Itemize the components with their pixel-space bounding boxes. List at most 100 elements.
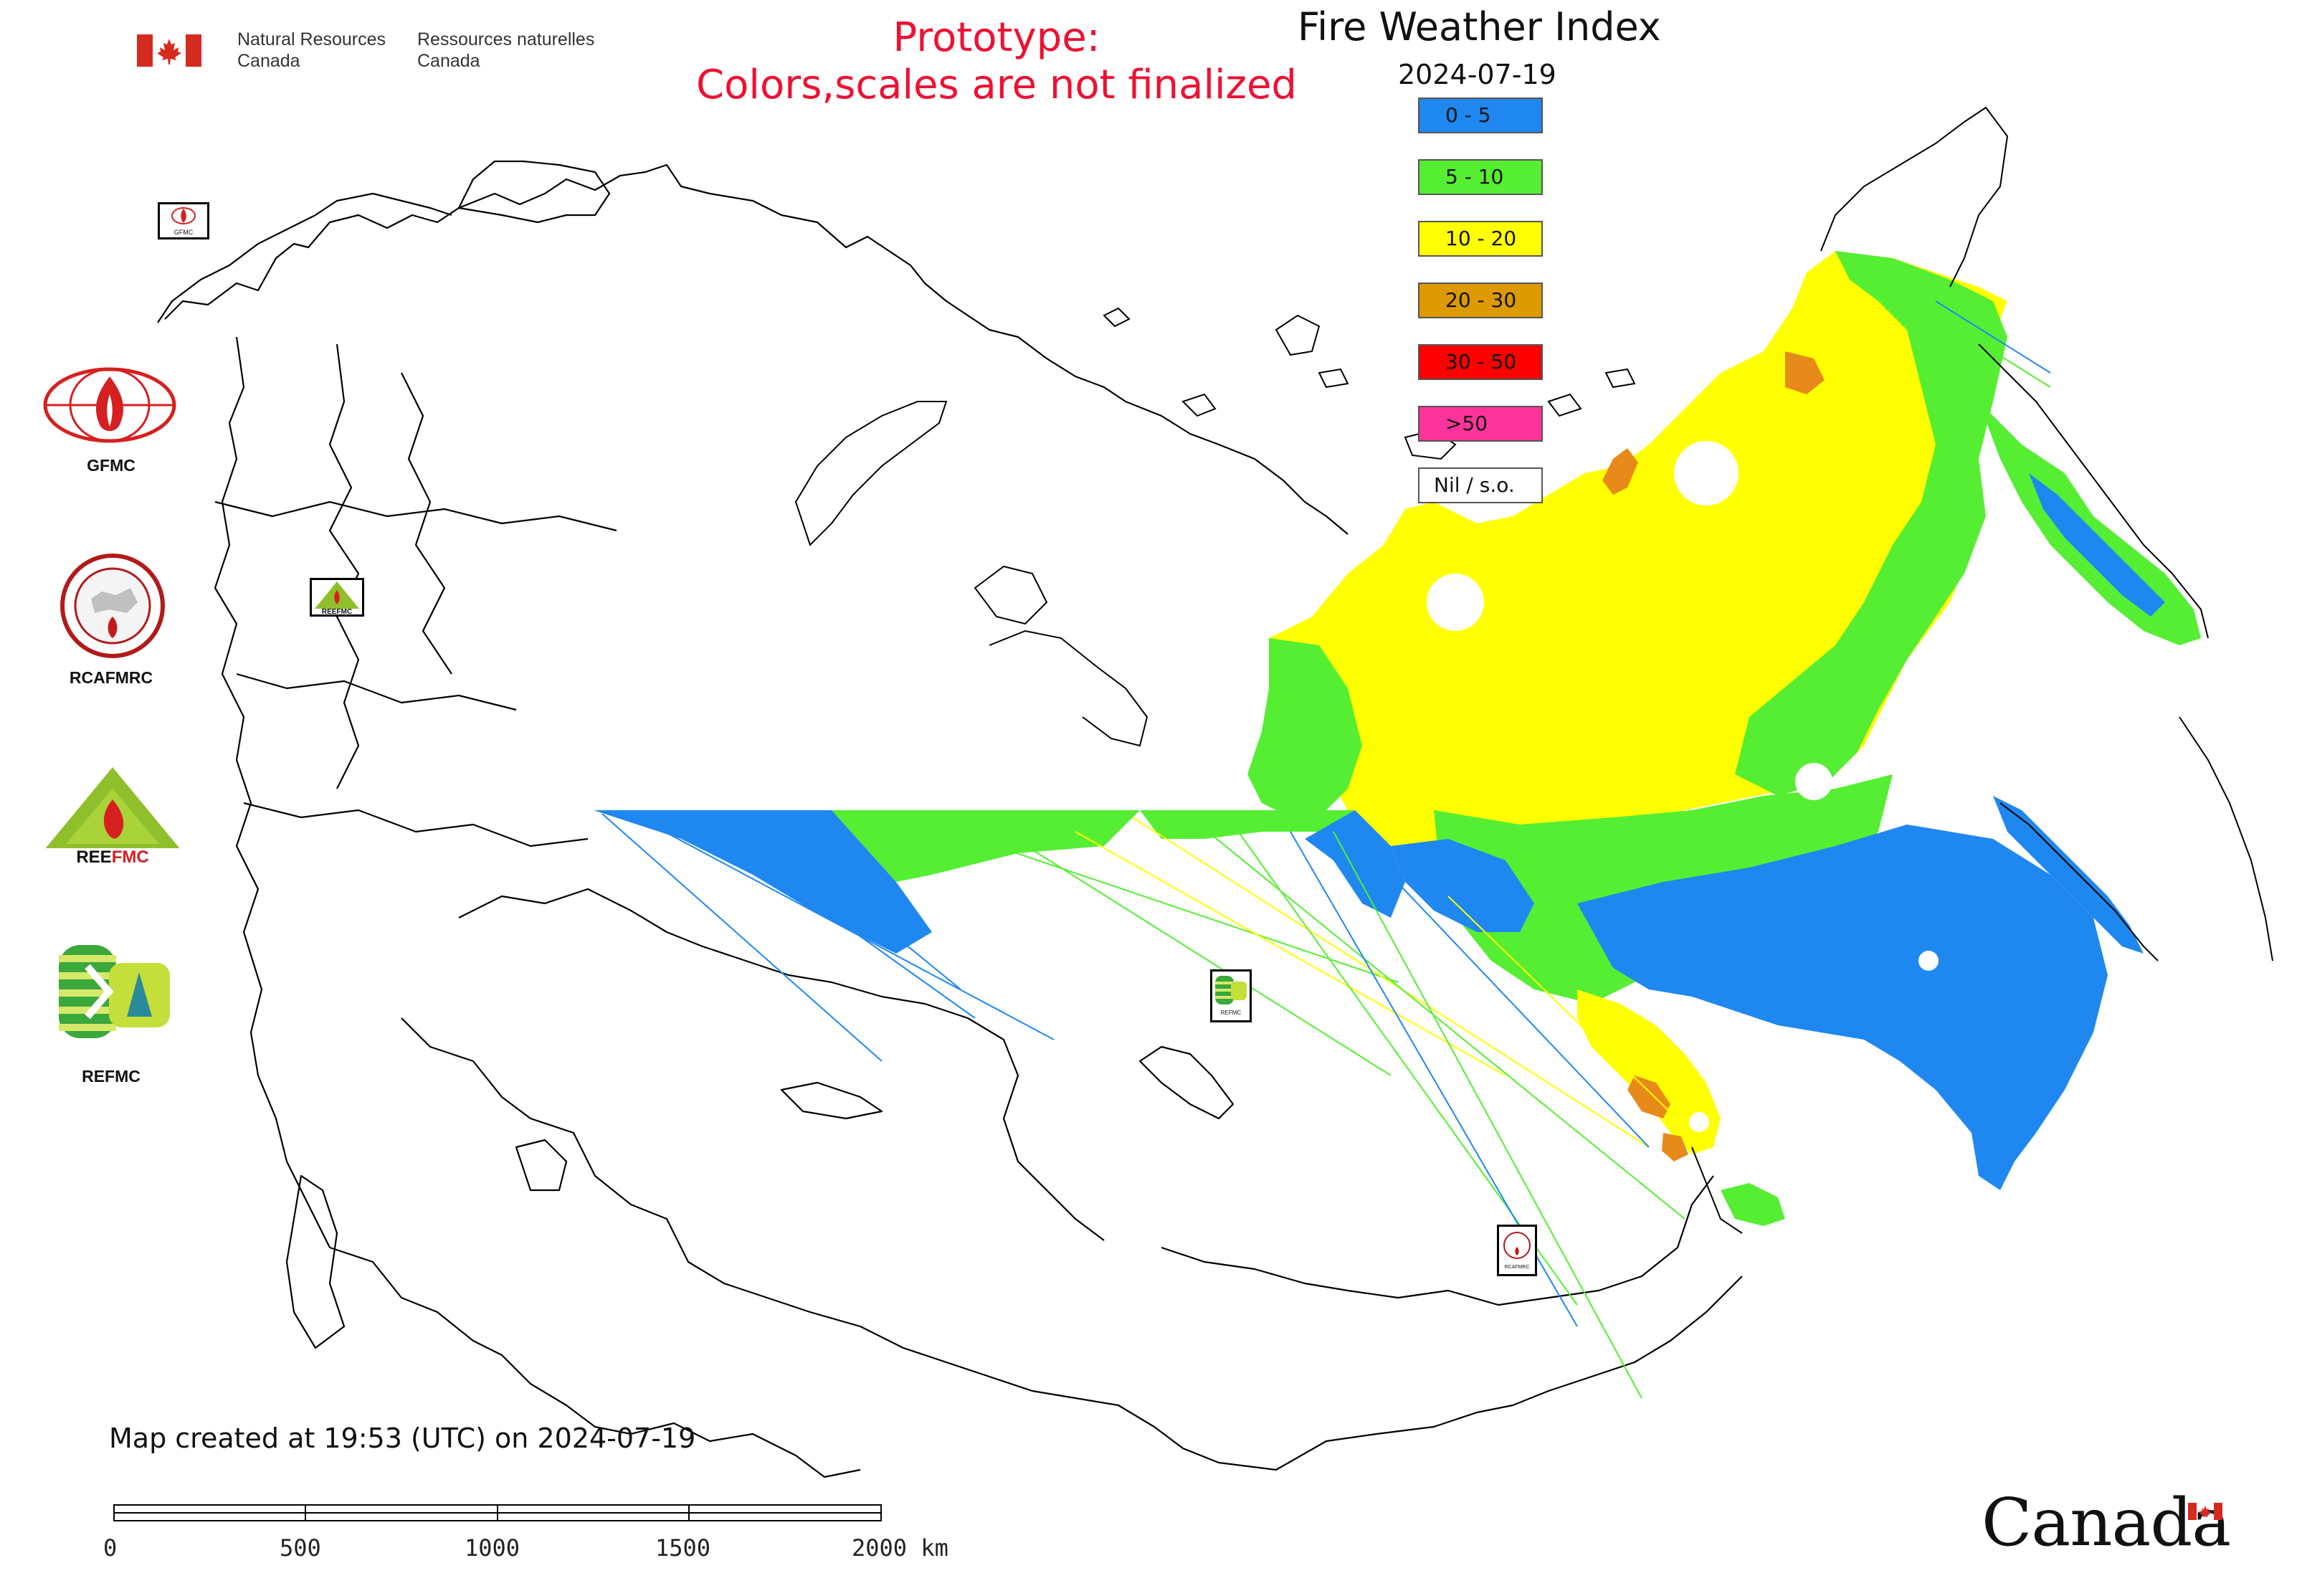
region-border-4 [236,673,517,711]
western-border [214,336,330,1248]
streak-line [1003,831,1392,1076]
scandinavia-outline [157,192,452,323]
streak-line [1075,831,1506,1076]
streak-line [1935,315,2051,388]
legend-label: 0 - 5 [1445,103,1491,127]
fwi-area-orange-south-2 [1662,1133,1688,1162]
fwi-area-blue-amur [1577,825,2108,1190]
reefmc-triangle-icon: REEFMC [41,767,184,867]
rcafmrc-seal-icon [60,554,165,658]
new-siberian-islands [1275,314,1321,356]
gfmc-flame-globe-icon [43,367,176,443]
kamchatka-coast [1978,343,2209,639]
streak-line [1189,817,1685,1220]
refmc-label: REFMC [82,1067,141,1086]
agency-fr-line1: Ressources naturelles [417,29,595,49]
scale-tick-0: 0 [103,1534,118,1562]
agency-en-line2: Canada [237,51,300,71]
arctic-islet-5 [1604,368,1636,389]
fwi-area-blue-sakhalin [1993,796,2144,954]
gfmc-logo [42,366,178,445]
legend-label: 5 - 10 [1445,165,1504,189]
arctic-islet-2 [1181,393,1217,417]
nil-hole-1 [1674,441,1739,505]
fwi-area-orange-north [1785,351,1825,394]
legend-label: 30 - 50 [1445,350,1517,374]
prototype-line2: Colors,scales are not finalized [696,62,1297,108]
aral-sea [515,1139,568,1192]
japan-coast [2179,716,2273,961]
reefmc-small-icon: REEFMC [315,581,359,616]
arctic-islet-1 [1103,307,1131,328]
chukotka-coast [1820,106,2009,288]
reefmc-map-marker: REEFMC [310,578,364,617]
taymyr-coast [989,630,1148,747]
nil-hole-3 [1427,574,1484,631]
novaya-zemlya [794,401,948,546]
map-date: 2024-07-19 [1398,59,1556,90]
wordmark-flag-icon [2188,1503,2222,1520]
gfmc-small-icon [171,207,196,224]
arctic-islet-4 [1547,393,1582,417]
scale-bar-graphic [113,1504,882,1521]
legend-item: 5 - 10 [1418,159,1543,195]
arctic-islet-3 [1318,368,1349,389]
streak-line [745,813,961,990]
map-created-text: Map created at 19:53 (UTC) on 2024-07-19 [109,1422,696,1454]
streak-line [1132,817,1650,1148]
country-boundaries [157,160,1743,1478]
legend-item: 0 - 5 [1418,98,1543,133]
east-boundaries [1691,106,2273,1234]
legend-label: >50 [1445,412,1488,435]
nil-hole-5 [2083,1116,2103,1136]
legend-item: 30 - 50 [1418,344,1543,380]
scale-tick-1500: 1500 [655,1534,711,1562]
gfmc-map-marker: GFMC [158,202,209,239]
legend-label: Nil / s.o. [1434,473,1515,497]
streak-band-green [832,810,1140,882]
streak-band-blue-2 [1305,810,1405,918]
central-asia-border [401,1017,1155,1428]
fwi-streaks [594,300,2051,1399]
fwi-area-blue-west [1391,839,1534,932]
fwi-area-green-hokkaido [1721,1183,1785,1226]
small-maple-flag-icon [2188,1503,2222,1520]
rcafmrc-small-label: RCAFMRC [1505,1265,1530,1270]
canada-wordmark: Canada [1982,1484,2231,1561]
rcafmrc-label: RCAFMRC [69,668,153,687]
severnaya-zemlya [974,565,1048,625]
scale-tick-500: 500 [280,1534,321,1562]
refmc-logo [59,945,170,1038]
streak-line [1333,831,1642,1399]
scale-tick-2000: 2000 km [852,1534,948,1562]
fwi-area-blue-kamchatka [2029,473,2165,617]
kazakhstan-outline [458,888,1105,1241]
fwi-area-yellow-south [1577,989,1721,1154]
caspian-sea [285,1174,346,1349]
region-border-5 [243,802,589,847]
kola-peninsula [457,160,611,224]
fwi-area-orange-south [1627,1075,1670,1118]
legend-item: >50 [1418,406,1543,442]
refmc-map-marker: REFMC [1210,969,1252,1022]
svg-text:REEFMC: REEFMC [76,847,148,867]
mongolia-outline [1161,1175,1714,1306]
rcafmrc-map-marker: RCAFMRC [1497,1225,1537,1276]
prototype-notice: Prototype: Colors,scales are not finaliz… [674,14,1319,109]
gfmc-small-label: GFMC [173,229,194,236]
legend-label: 10 - 20 [1445,227,1517,250]
nil-hole-2 [1795,763,1832,800]
nil-hole-6 [1689,1112,1709,1132]
agency-fr-line2: Canada [417,51,480,71]
legend: 0 - 5 5 - 10 10 - 20 20 - 30 30 - 50 >50… [1418,98,1547,508]
prototype-line1: Prototype: [893,14,1100,61]
scale-bar [113,1504,882,1521]
refmc-sigma-icon [59,945,170,1038]
agency-name-en: Natural Resources Canada [237,29,386,72]
reefmc-logo: REEFMC [37,764,188,871]
reefmc-small-label: REEFMC [322,608,352,614]
scale-tick-1000: 1000 [465,1534,520,1562]
legend-label: 20 - 30 [1445,288,1517,312]
fwi-area-green-east [1735,251,2007,796]
